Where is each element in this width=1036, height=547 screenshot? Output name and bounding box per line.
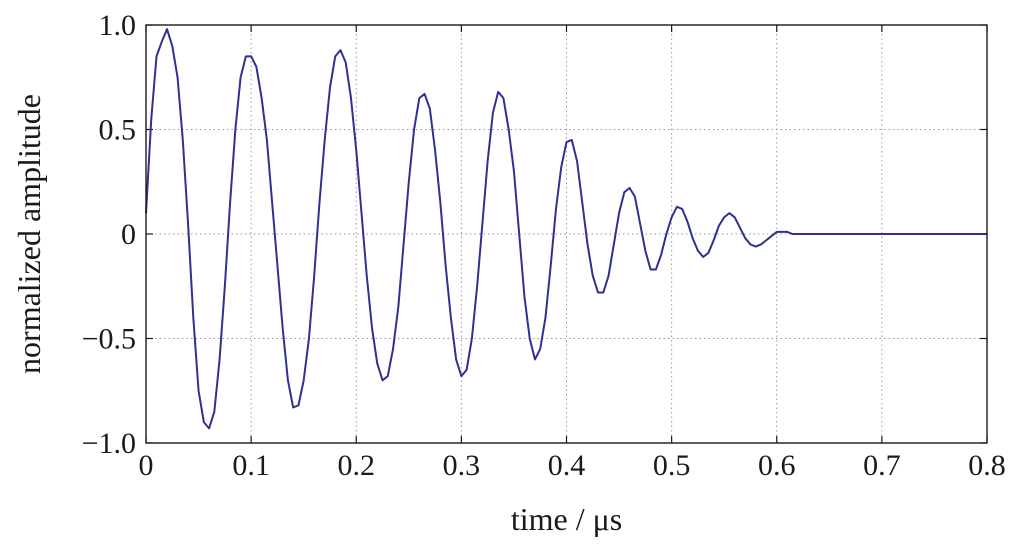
series-line xyxy=(145,28,987,430)
tick-labels: 0 0.1 0.2 0.3 0.4 0.5 0.6 0.7 0.8 1.0 0.5 0 −0.5 −1.0 xyxy=(82,9,1006,482)
grid xyxy=(146,25,987,443)
y-tick-label: 1.0 xyxy=(99,9,137,42)
series-layer xyxy=(145,28,987,430)
x-tick-label: 0 xyxy=(139,449,154,482)
x-tick-label: 0.2 xyxy=(338,449,376,482)
y-tick-label: −0.5 xyxy=(82,323,136,356)
x-tick-label: 0.5 xyxy=(653,449,691,482)
x-tick-label: 0.3 xyxy=(443,449,481,482)
x-tick-label: 0.6 xyxy=(758,449,796,482)
x-tick-label: 0.4 xyxy=(548,449,586,482)
y-axis-label: normalized amplitude xyxy=(11,94,47,374)
plot-frame xyxy=(145,24,988,444)
y-tick-label: 0.5 xyxy=(99,114,137,147)
x-tick-label: 0.1 xyxy=(232,449,270,482)
y-tick-label: −1.0 xyxy=(82,427,136,460)
x-axis-label: time / μs xyxy=(511,501,622,537)
y-tick-label: 0 xyxy=(121,218,136,251)
x-tick-label: 0.8 xyxy=(968,449,1006,482)
x-tick-label: 0.7 xyxy=(863,449,901,482)
